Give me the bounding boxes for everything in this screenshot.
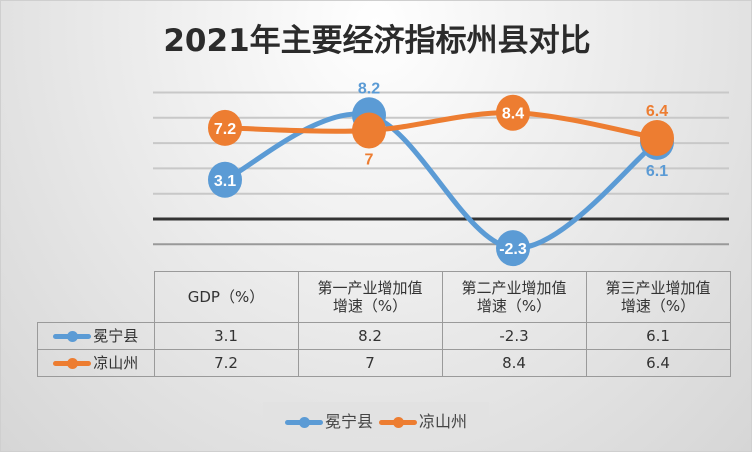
table-corner — [37, 271, 155, 323]
legend-item[interactable]: 凉山州 — [379, 408, 467, 432]
data-label: 3.1 — [214, 173, 236, 190]
table-header: 第二产业增加值 增速（%） — [441, 271, 587, 323]
data-label: 7.2 — [214, 121, 236, 138]
series-swatch-icon — [53, 331, 92, 342]
data-label: 7 — [365, 151, 374, 168]
table-cell: 6.4 — [585, 349, 731, 377]
chart-title: 2021年主要经济指标州县对比 — [163, 23, 591, 59]
data-point-marker — [640, 120, 674, 157]
legend-swatch-icon — [284, 416, 323, 428]
row-label: 凉山州 — [37, 349, 155, 377]
table-cell: 8.4 — [441, 349, 587, 377]
table-cell: 7.2 — [153, 349, 299, 377]
table-header: 第三产业增加值 增速（%） — [585, 271, 731, 323]
table-cell: -2.3 — [441, 322, 587, 350]
series-line-1 — [222, 110, 660, 141]
data-point-marker — [208, 109, 242, 146]
data-point-marker — [496, 230, 530, 267]
legend-item[interactable]: 冕宁县 — [284, 408, 373, 432]
data-table: GDP（%） 第一产业增加值 增速（%） 第二产业增加值 增速（%） 第三产业增加值… — [37, 271, 731, 377]
series-line-0 — [222, 111, 660, 251]
series-swatch-icon — [53, 358, 92, 369]
table-cell: 8.2 — [297, 322, 443, 350]
legend-swatch-icon — [379, 416, 417, 428]
table-row: 凉山州 7.2 7 8.4 6.4 — [37, 349, 731, 377]
data-label: 6.1 — [646, 163, 668, 180]
legend: 冕宁县 凉山州 — [263, 402, 489, 437]
data-label: 6.4 — [646, 103, 668, 120]
data-label: -2.3 — [499, 241, 527, 258]
table-cell: 7 — [297, 349, 443, 377]
table-header: 第一产业增加值 增速（%） — [297, 271, 443, 323]
data-point-marker — [352, 112, 386, 149]
row-label: 冕宁县 — [37, 322, 155, 350]
data-point-marker — [208, 161, 242, 198]
table-header: GDP（%） — [153, 271, 299, 323]
data-point-marker — [496, 94, 530, 131]
data-label: 8.4 — [502, 106, 524, 123]
table-cell: 3.1 — [153, 322, 299, 350]
table-row: 冕宁县 3.1 8.2 -2.3 6.1 — [37, 322, 731, 350]
data-label: 8.2 — [358, 80, 380, 97]
table-cell: 6.1 — [585, 322, 731, 350]
